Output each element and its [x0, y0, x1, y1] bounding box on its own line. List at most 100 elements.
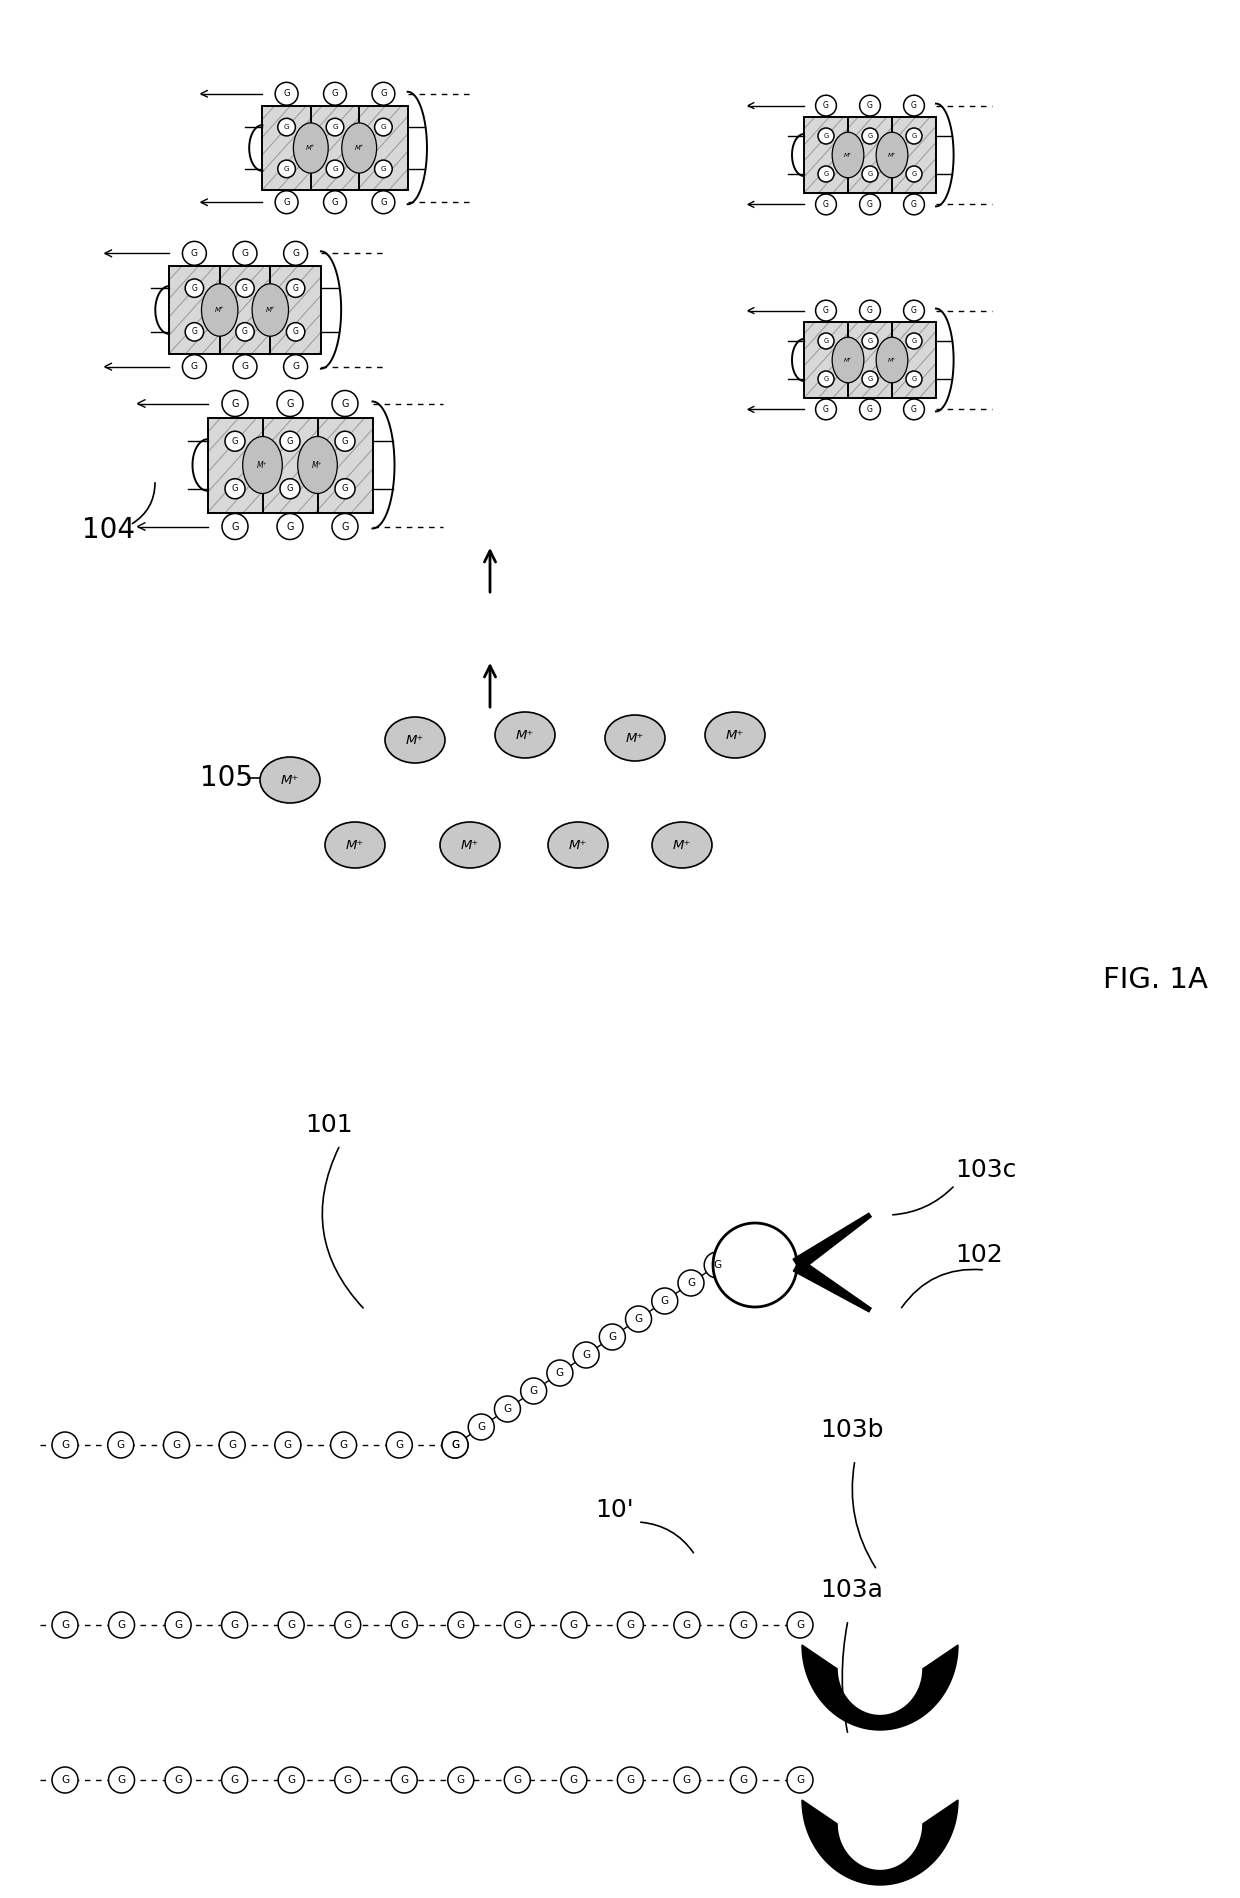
Text: G: G [242, 363, 248, 372]
Text: M⁺: M⁺ [725, 729, 744, 742]
Text: G: G [823, 376, 828, 381]
Text: G: G [823, 133, 828, 139]
Circle shape [818, 370, 835, 387]
Ellipse shape [706, 712, 765, 757]
Circle shape [673, 1611, 699, 1638]
Circle shape [862, 370, 878, 387]
Circle shape [787, 1611, 813, 1638]
Circle shape [816, 399, 837, 419]
Circle shape [599, 1325, 625, 1349]
Text: G: G [739, 1621, 748, 1630]
Text: 105: 105 [200, 765, 253, 791]
Bar [169, 266, 321, 353]
Text: G: G [556, 1368, 564, 1378]
Bar [804, 118, 936, 194]
Text: G: G [401, 1775, 408, 1784]
Text: M⁺: M⁺ [405, 733, 424, 746]
Text: G: G [284, 123, 289, 131]
Ellipse shape [877, 338, 908, 383]
Circle shape [678, 1270, 704, 1296]
Circle shape [618, 1767, 644, 1794]
Text: G: G [911, 376, 916, 381]
Circle shape [652, 1289, 678, 1313]
Text: M⁺: M⁺ [569, 839, 588, 852]
Circle shape [441, 1431, 467, 1458]
Circle shape [185, 323, 203, 342]
Text: G: G [232, 484, 238, 493]
Text: G: G [823, 404, 828, 414]
Circle shape [862, 127, 878, 144]
Circle shape [859, 300, 880, 321]
Bar [804, 323, 936, 399]
Text: G: G [823, 338, 828, 344]
Text: G: G [332, 165, 337, 173]
Circle shape [618, 1611, 644, 1638]
Circle shape [392, 1611, 417, 1638]
Text: G: G [242, 326, 248, 336]
Circle shape [332, 514, 358, 539]
Text: G: G [284, 165, 289, 173]
Text: G: G [911, 306, 916, 315]
Circle shape [52, 1767, 78, 1794]
Ellipse shape [294, 123, 329, 173]
Text: G: G [513, 1621, 521, 1630]
Ellipse shape [832, 338, 864, 383]
Text: G: G [867, 199, 873, 209]
Bar [169, 266, 321, 353]
Text: G: G [867, 306, 873, 315]
Text: 101: 101 [305, 1112, 352, 1137]
Circle shape [182, 355, 206, 378]
Circle shape [278, 1767, 304, 1794]
Circle shape [862, 165, 878, 182]
Circle shape [324, 82, 346, 104]
Circle shape [448, 1611, 474, 1638]
Text: G: G [796, 1775, 804, 1784]
Circle shape [324, 192, 346, 214]
Text: G: G [293, 249, 299, 258]
Circle shape [165, 1611, 191, 1638]
Text: G: G [626, 1775, 635, 1784]
Circle shape [392, 1767, 417, 1794]
Text: G: G [451, 1441, 459, 1450]
Text: G: G [340, 1441, 347, 1450]
Text: G: G [174, 1775, 182, 1784]
Text: FIG. 1A: FIG. 1A [1102, 966, 1208, 995]
Text: M⁺: M⁺ [516, 729, 534, 742]
Text: G: G [456, 1775, 465, 1784]
Text: G: G [609, 1332, 616, 1342]
Circle shape [278, 159, 295, 178]
Ellipse shape [652, 822, 712, 867]
Text: G: G [286, 484, 293, 493]
Text: G: G [823, 171, 828, 177]
Text: G: G [823, 306, 828, 315]
Circle shape [787, 1767, 813, 1794]
Text: M⁺: M⁺ [461, 839, 479, 852]
Ellipse shape [440, 822, 500, 867]
Text: G: G [174, 1621, 182, 1630]
Text: G: G [713, 1260, 722, 1270]
Circle shape [372, 192, 394, 214]
Text: G: G [796, 1621, 804, 1630]
Circle shape [222, 514, 248, 539]
Text: G: G [503, 1405, 512, 1414]
Circle shape [185, 279, 203, 298]
Circle shape [505, 1611, 531, 1638]
Text: G: G [661, 1296, 668, 1306]
Bar [263, 106, 408, 190]
Circle shape [52, 1431, 78, 1458]
Text: G: G [477, 1422, 485, 1431]
Text: M⁺: M⁺ [843, 152, 852, 158]
Circle shape [904, 399, 924, 419]
Text: M⁺: M⁺ [257, 461, 268, 469]
Text: M⁺: M⁺ [888, 357, 897, 363]
Circle shape [286, 323, 305, 342]
Text: G: G [739, 1775, 748, 1784]
Circle shape [862, 332, 878, 349]
Text: G: G [687, 1277, 696, 1289]
Circle shape [277, 391, 303, 416]
Circle shape [906, 370, 923, 387]
Text: G: G [867, 404, 873, 414]
Text: G: G [191, 283, 197, 292]
Bar [207, 418, 372, 512]
Circle shape [109, 1767, 134, 1794]
